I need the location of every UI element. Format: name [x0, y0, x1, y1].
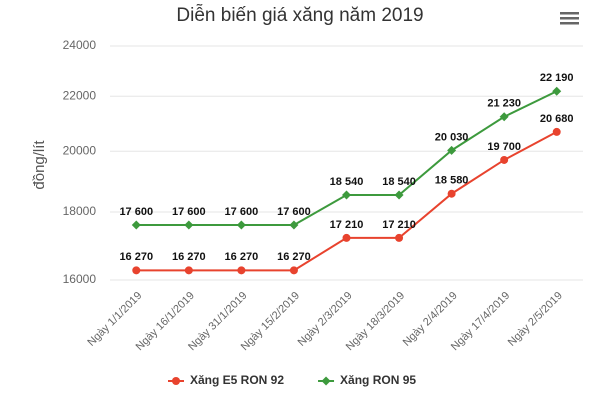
data-label: 18 540	[330, 176, 364, 188]
menu-button[interactable]	[560, 12, 579, 25]
x-tick-label: Ngày 2/4/2019	[401, 290, 460, 349]
point	[184, 220, 194, 230]
y-tick-label: 16000	[63, 272, 97, 286]
y-tick-label: 18000	[63, 204, 97, 218]
data-label: 20 030	[435, 131, 469, 143]
data-label: 17 210	[382, 219, 416, 231]
chart-title: Diễn biến giá xăng năm 2019	[176, 4, 423, 26]
point	[289, 220, 299, 230]
data-label: 17 210	[330, 219, 364, 231]
point	[342, 233, 351, 242]
data-label: 18 580	[435, 175, 469, 187]
data-label: 16 270	[119, 251, 153, 263]
point	[552, 127, 561, 136]
legend-marker	[172, 377, 180, 385]
data-label: 18 540	[382, 176, 416, 188]
point	[499, 112, 509, 122]
point	[447, 145, 457, 155]
data-label: 17 600	[277, 206, 311, 218]
data-label: 21 230	[487, 98, 521, 110]
menu-bar[interactable]	[560, 22, 579, 25]
legend-marker	[321, 376, 331, 386]
x-tick-label: Ngày 2/5/2019	[506, 290, 565, 349]
data-label: 20 680	[540, 113, 574, 125]
y-tick-label: 22000	[63, 88, 97, 102]
data-label: 22 190	[540, 72, 574, 84]
y-tick-label: 20000	[63, 143, 97, 157]
data-label: 19 700	[487, 141, 521, 153]
y-axis-label: đồng/lít	[31, 140, 48, 190]
data-label: 17 600	[119, 206, 153, 218]
data-label: 16 270	[172, 251, 206, 263]
data-label: 16 270	[225, 251, 259, 263]
point	[289, 266, 298, 275]
x-tick-label: Ngày 2/3/2019	[296, 290, 355, 349]
menu-bar[interactable]	[560, 12, 579, 15]
point	[132, 266, 141, 275]
data-label: 17 600	[225, 206, 259, 218]
legend-label: Xăng RON 95	[340, 373, 416, 387]
data-label: 17 600	[172, 206, 206, 218]
point	[552, 86, 562, 96]
point	[500, 155, 509, 164]
menu-bar[interactable]	[560, 17, 579, 20]
legend-label: Xăng E5 RON 92	[190, 373, 284, 387]
point	[395, 233, 404, 242]
point	[131, 220, 141, 230]
point	[237, 266, 246, 275]
point	[394, 190, 404, 200]
point	[236, 220, 246, 230]
point	[184, 266, 193, 275]
y-tick-label: 24000	[63, 38, 97, 52]
point	[447, 189, 456, 198]
point	[342, 190, 351, 200]
data-label: 16 270	[277, 251, 311, 263]
legend-item: Xăng RON 95	[318, 373, 416, 387]
x-tick-label: Ngày 1/1/2019	[85, 290, 144, 349]
legend-item: Xăng E5 RON 92	[168, 373, 284, 387]
